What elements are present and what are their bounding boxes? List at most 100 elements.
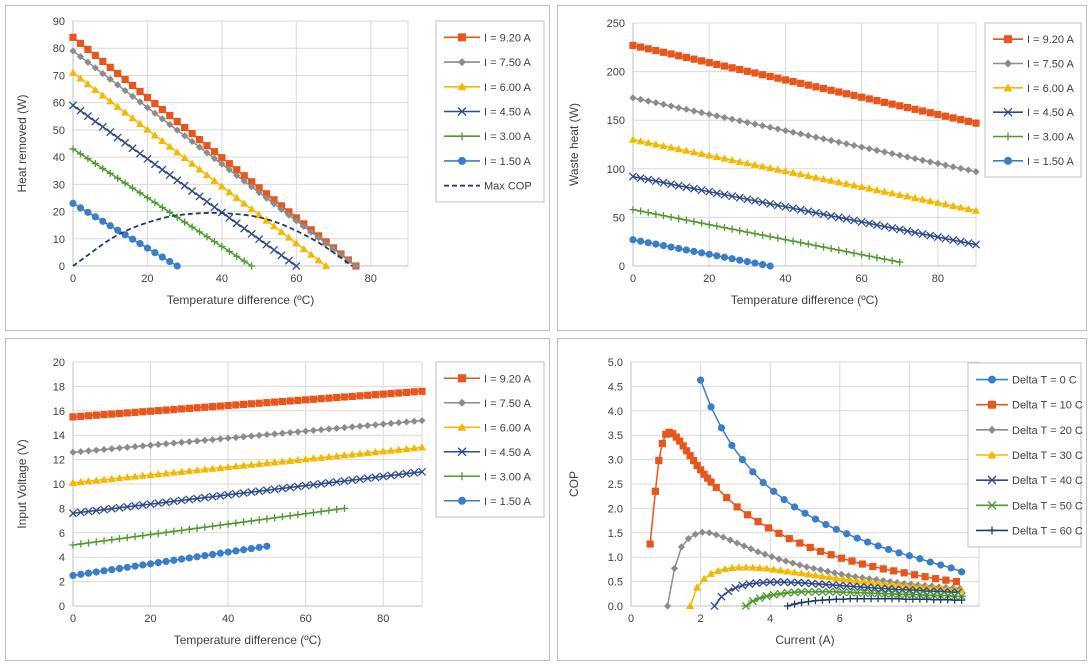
legend-box: [984, 22, 1082, 178]
data-point: [115, 535, 124, 543]
data-point: [759, 578, 768, 587]
data-point: [69, 413, 77, 421]
data-point: [240, 433, 248, 441]
data-point: [255, 210, 264, 218]
x-axis-title: Temperature difference (ºC): [174, 633, 322, 647]
data-point: [146, 470, 155, 479]
data-point: [762, 564, 771, 572]
data-point: [819, 243, 828, 251]
data-point: [108, 566, 116, 574]
data-point: [698, 57, 706, 65]
data-point: [170, 405, 178, 414]
data-point: [69, 448, 77, 456]
data-point: [923, 595, 931, 603]
data-point: [324, 452, 334, 460]
data-point: [698, 109, 706, 117]
data-point: [225, 160, 233, 168]
data-point: [853, 595, 861, 603]
data-point: [644, 45, 652, 53]
data-point: [652, 210, 660, 218]
data-point: [937, 596, 945, 604]
y-axis-title: Input Voltage (V): [15, 439, 29, 528]
data-point: [858, 143, 866, 151]
data-point: [177, 405, 186, 413]
y-tick-label: 100: [607, 164, 625, 176]
data-point: [208, 464, 217, 472]
legend-label: Delta T = 50 C: [1012, 500, 1083, 512]
data-point: [690, 456, 698, 465]
data-point: [720, 113, 729, 122]
data-point: [758, 198, 767, 207]
legend-entry: Delta T = 10 C: [976, 400, 1083, 412]
legend-label: Delta T = 20 C: [1012, 425, 1083, 437]
data-point: [286, 512, 294, 520]
data-point: [949, 201, 958, 209]
data-point: [628, 172, 638, 181]
data-point: [674, 181, 683, 190]
data-point: [738, 456, 746, 464]
data-point: [123, 409, 131, 417]
data-point: [921, 581, 929, 590]
data-point: [379, 447, 388, 455]
data-point: [188, 186, 197, 196]
data-point: [138, 500, 147, 510]
data-point: [232, 401, 240, 409]
data-point: [926, 158, 934, 166]
data-point: [880, 579, 890, 588]
legend-label: Delta T = 40 C: [1012, 475, 1083, 487]
data-point: [91, 51, 99, 59]
y-tick-label: 250: [607, 18, 625, 30]
data-point: [834, 213, 843, 222]
x-tick-label: 8: [906, 613, 912, 625]
data-point: [232, 219, 241, 228]
legend-entry: Delta T = 50 C: [976, 500, 1083, 512]
data-point: [797, 130, 805, 138]
data-point: [278, 513, 286, 521]
data-point: [146, 441, 155, 449]
data-point: [690, 247, 698, 256]
data-point: [286, 456, 295, 464]
data-point: [964, 204, 973, 213]
data-point: [166, 120, 174, 129]
legend-marker: [1004, 156, 1012, 165]
data-point: [812, 242, 820, 250]
data-point: [949, 114, 957, 122]
legend-marker: [1004, 35, 1012, 44]
data-point: [161, 469, 171, 477]
data-point: [225, 213, 234, 222]
data-point: [364, 421, 372, 430]
data-point: [801, 509, 809, 517]
x-tick-label: 0: [70, 613, 76, 625]
data-point: [309, 480, 318, 489]
legend-entry: I = 6.00 A: [444, 82, 531, 94]
data-point: [301, 481, 310, 490]
legend-label: I = 9.20 A: [484, 373, 531, 385]
data-point: [106, 169, 114, 177]
data-point: [817, 566, 825, 574]
data-point: [735, 193, 744, 202]
data-point: [705, 187, 714, 196]
data-point: [958, 596, 966, 604]
data-point: [216, 402, 224, 410]
data-point: [749, 468, 757, 476]
x-tick-label: 2: [698, 613, 704, 625]
x-tick-label: 0: [70, 273, 76, 285]
data-point: [115, 409, 124, 418]
chart-input-voltage: 0 2 4 6 8 10 12 14 16 18 20 0 20 40 60 80 Temperature di…: [15, 357, 545, 647]
data-point: [865, 219, 874, 228]
data-point: [233, 171, 241, 180]
data-point: [842, 248, 851, 256]
data-point: [934, 159, 942, 168]
data-point: [911, 571, 919, 579]
data-point: [941, 200, 950, 208]
data-point: [766, 72, 774, 81]
data-point: [128, 114, 137, 122]
data-point: [277, 251, 286, 260]
data-point: [135, 119, 145, 127]
data-point: [162, 406, 170, 414]
data-point: [402, 388, 411, 397]
data-point: [751, 120, 759, 128]
data-point: [690, 218, 698, 226]
data-point: [774, 234, 782, 242]
data-point: [77, 447, 85, 456]
